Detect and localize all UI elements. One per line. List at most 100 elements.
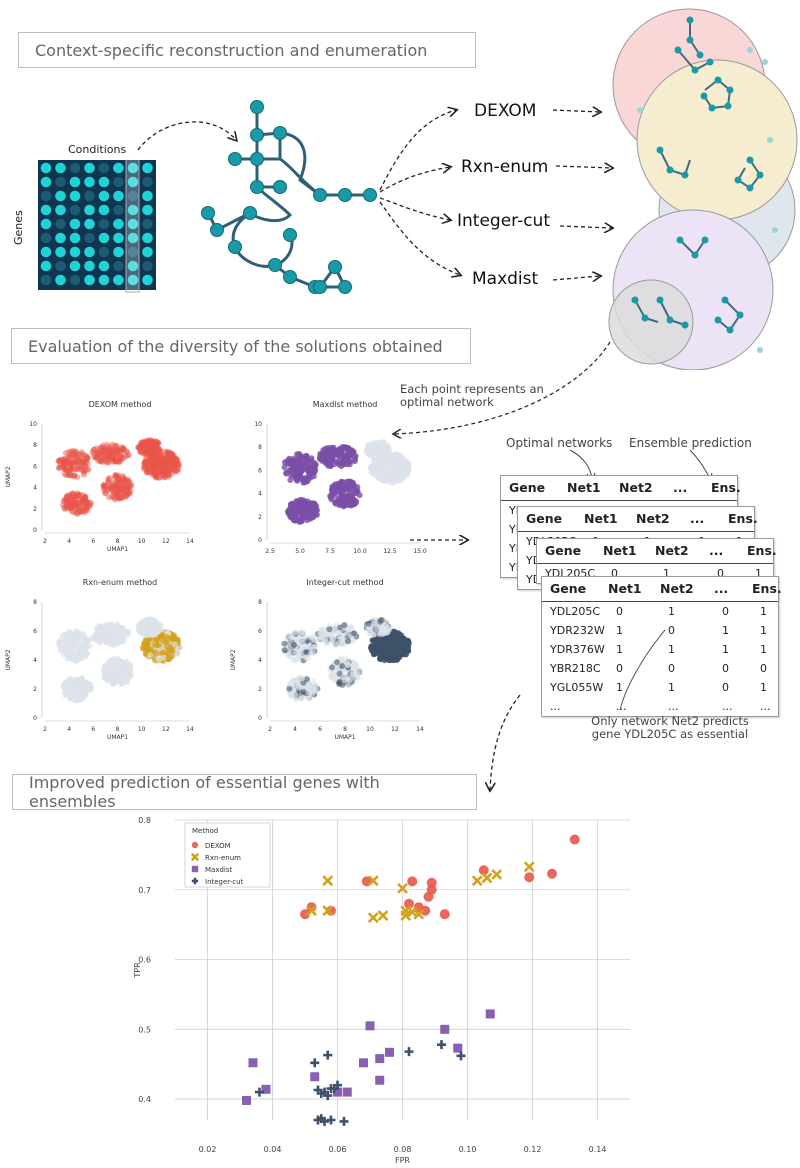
umap-point bbox=[165, 462, 172, 469]
umap-point bbox=[336, 502, 343, 508]
umap-point bbox=[152, 450, 158, 456]
umap-point bbox=[61, 497, 68, 504]
umap-point bbox=[119, 473, 126, 479]
umap-point bbox=[156, 461, 163, 468]
umap-point bbox=[80, 504, 87, 511]
umap-point bbox=[110, 681, 117, 688]
umap-point bbox=[75, 502, 82, 508]
umap-xtick: 6 bbox=[91, 726, 95, 733]
umap-point bbox=[101, 487, 108, 494]
umap-point bbox=[148, 449, 155, 456]
umap-point bbox=[349, 485, 356, 492]
umap-point bbox=[105, 459, 112, 466]
matrix-cell bbox=[142, 218, 153, 230]
umap-point bbox=[398, 453, 405, 460]
umap-point bbox=[153, 459, 160, 466]
umap-point bbox=[151, 464, 158, 471]
umap-point bbox=[81, 496, 88, 503]
umap-point bbox=[91, 446, 98, 453]
umap-point bbox=[136, 444, 143, 451]
umap-point bbox=[75, 492, 82, 499]
umap-ylabel: UMAP2 bbox=[230, 649, 237, 670]
umap-point bbox=[63, 460, 70, 467]
umap-point bbox=[166, 467, 173, 474]
matrix-cell bbox=[69, 246, 81, 258]
umap-point bbox=[115, 475, 122, 482]
callout-point-line2: optimal network bbox=[400, 395, 494, 409]
umap-point bbox=[154, 464, 161, 471]
umap-point bbox=[151, 444, 158, 450]
umap-point bbox=[171, 635, 178, 642]
data-point-dexom bbox=[420, 905, 431, 916]
umap-point bbox=[141, 441, 148, 448]
umap-point bbox=[153, 650, 160, 657]
umap-point bbox=[156, 446, 163, 453]
table-cell: YDR376W bbox=[550, 643, 605, 656]
umap-point bbox=[114, 479, 121, 486]
umap-point bbox=[146, 438, 153, 445]
umap-point bbox=[345, 681, 352, 688]
umap-ytick: 4 bbox=[258, 657, 262, 664]
matrix-cell bbox=[69, 176, 81, 188]
umap-point bbox=[320, 450, 326, 457]
umap-point bbox=[70, 454, 77, 461]
matrix-cell bbox=[142, 232, 153, 244]
umap-point bbox=[66, 459, 73, 466]
umap-point bbox=[371, 621, 378, 628]
umap-point bbox=[80, 498, 87, 505]
umap-point bbox=[68, 472, 75, 479]
umap-point bbox=[173, 456, 180, 463]
umap-point bbox=[338, 640, 345, 647]
section-title-reconstruction: Context-specific reconstruction and enum… bbox=[18, 32, 476, 68]
umap-point bbox=[138, 443, 145, 450]
umap-point bbox=[76, 456, 83, 463]
umap-point bbox=[165, 466, 172, 473]
umap-point bbox=[176, 462, 183, 468]
data-point-integer-cut bbox=[323, 1050, 333, 1060]
umap-point bbox=[109, 454, 116, 460]
table-cell: 1 bbox=[760, 605, 767, 618]
umap-point bbox=[57, 638, 64, 645]
umap-point bbox=[168, 460, 175, 467]
umap-point bbox=[69, 499, 76, 506]
matrix-cell bbox=[142, 190, 153, 202]
umap-point bbox=[102, 448, 108, 455]
umap-point bbox=[148, 460, 154, 467]
umap-point bbox=[101, 449, 108, 456]
umap-point bbox=[60, 457, 67, 464]
umap-point bbox=[154, 463, 161, 470]
umap-point bbox=[147, 652, 154, 659]
umap-point bbox=[303, 676, 310, 683]
umap-point bbox=[112, 488, 119, 495]
umap-point bbox=[87, 686, 94, 693]
umap-point bbox=[389, 480, 396, 486]
umap-point bbox=[147, 460, 154, 467]
umap-point bbox=[165, 473, 172, 480]
matrix-cell bbox=[113, 260, 124, 272]
umap-point bbox=[139, 448, 146, 454]
umap-point bbox=[105, 664, 112, 671]
umap-point bbox=[83, 504, 90, 511]
matrix-cell bbox=[98, 260, 110, 272]
umap-point bbox=[376, 451, 383, 458]
umap-point bbox=[329, 485, 336, 492]
umap-point bbox=[113, 486, 120, 493]
umap-point bbox=[81, 497, 88, 504]
umap-point bbox=[170, 451, 177, 458]
matrix-cell bbox=[40, 162, 52, 174]
umap-point bbox=[161, 466, 168, 473]
umap-point bbox=[161, 461, 168, 468]
umap-point bbox=[148, 457, 155, 464]
umap-point bbox=[330, 444, 337, 451]
data-point-rxn-enum bbox=[306, 905, 317, 917]
umap-point bbox=[353, 671, 360, 678]
umap-point bbox=[73, 500, 79, 507]
method-label-maxdist: Maxdist bbox=[472, 269, 539, 289]
umap-point bbox=[145, 439, 152, 446]
data-point-rxn-enum bbox=[397, 882, 408, 894]
umap-point bbox=[166, 452, 173, 459]
umap-point bbox=[113, 488, 120, 495]
umap-point bbox=[147, 464, 154, 471]
umap-point bbox=[104, 448, 110, 455]
umap-point bbox=[67, 629, 74, 636]
